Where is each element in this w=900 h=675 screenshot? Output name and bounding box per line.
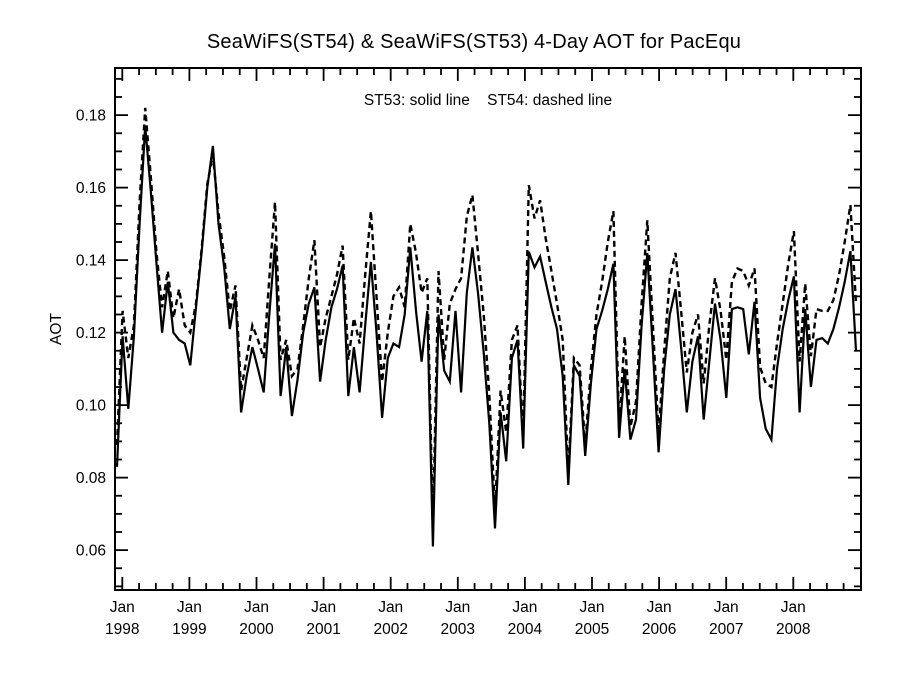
x-tick-label-year: 2007	[709, 621, 743, 638]
x-tick-label-month: Jan	[445, 599, 470, 616]
x-tick-label-month: Jan	[647, 599, 672, 616]
x-tick-label-month: Jan	[512, 599, 537, 616]
x-tick-label-year: 2002	[373, 621, 407, 638]
x-tick-label-month: Jan	[311, 599, 336, 616]
x-tick-label-month: Jan	[177, 599, 202, 616]
x-tick-label-month: Jan	[781, 599, 806, 616]
y-tick-label: 0.08	[76, 470, 106, 487]
x-tick-label-month: Jan	[714, 599, 739, 616]
chart-title: SeaWiFS(ST54) & SeaWiFS(ST53) 4-Day AOT …	[206, 31, 742, 53]
y-tick-label: 0.12	[76, 325, 106, 342]
y-tick-label: 0.14	[76, 253, 107, 270]
x-tick-label-month: Jan	[110, 599, 135, 616]
x-tick-label-year: 2000	[239, 621, 274, 638]
series-line-ST53	[115, 125, 858, 547]
x-tick-label-year: 1999	[172, 621, 206, 638]
x-tick-label-year: 2006	[642, 621, 676, 638]
y-tick-label: 0.10	[76, 398, 107, 415]
x-tick-label-month: Jan	[580, 599, 605, 616]
y-tick-label: 0.06	[76, 543, 106, 560]
x-tick-label-year: 2004	[508, 621, 543, 638]
x-tick-label-year: 2005	[575, 621, 609, 638]
x-tick-label-month: Jan	[378, 599, 403, 616]
x-tick-label-year: 2008	[776, 621, 810, 638]
legend-note: ST53: solid line ST54: dashed line	[363, 92, 613, 109]
y-tick-label: 0.16	[76, 180, 106, 197]
x-tick-label-year: 2001	[306, 621, 340, 638]
x-tick-label-year: 2003	[441, 621, 475, 638]
x-tick-label-month: Jan	[244, 599, 269, 616]
x-tick-label-year: 1998	[105, 621, 139, 638]
y-tick-label: 0.18	[76, 108, 106, 125]
